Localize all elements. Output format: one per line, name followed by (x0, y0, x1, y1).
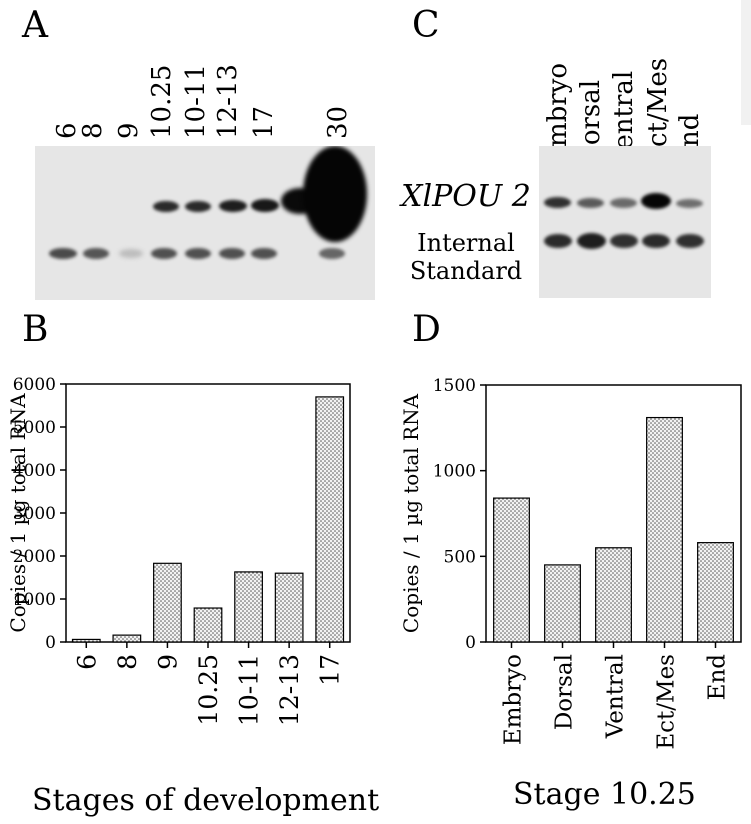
chart-d: 0 500 1000 1500 Embryo Dorsal Ventral Ect/Mes En… (399, 376, 742, 750)
gel-c-band (641, 193, 671, 209)
chart-d-x-tick-label: End (705, 654, 731, 701)
chart-b-bar (71, 638, 101, 643)
gel-c-band (544, 234, 572, 248)
chart-b-bar (274, 572, 304, 643)
chart-d-bar (595, 547, 632, 643)
chart-b-x-tick-label: 10.25 (194, 654, 223, 726)
gel-a-band (185, 201, 211, 212)
chart-b-y-tick-label: 6000 (13, 375, 56, 395)
chart-b-x-axis-title: Stages of development (32, 783, 380, 818)
chart-b-y-tick-label: 3000 (13, 504, 56, 524)
chart-b-y-tick-label: 2000 (13, 547, 56, 567)
gel-c-band (610, 198, 637, 208)
panel-letter-d: D (412, 309, 441, 350)
chart-d-x-tick-label: Dorsal (552, 654, 578, 730)
gel-a-saturated-band (303, 146, 367, 242)
chart-b-x-tick-label: 10-11 (235, 654, 264, 726)
gel-a-band (151, 248, 177, 259)
chart-d-x-axis-title: Stage 10.25 (513, 777, 696, 812)
chart-b-x-tick-label: 8 (113, 654, 142, 670)
gel-a-band (185, 248, 211, 259)
chart-b-y-tick-label: 5000 (13, 418, 56, 438)
panel-letter-a: A (22, 5, 48, 46)
chart-d-bar (493, 497, 530, 643)
chart-d-y-axis-title: Copies / 1 µg total RNA (399, 393, 423, 633)
gel-c-band (577, 233, 606, 249)
gel-c-band (544, 197, 571, 208)
chart-b-y-axis-title: Copies / 1 µg total RNA (6, 393, 30, 633)
chart-d-bar (544, 564, 581, 643)
gel-a-band (219, 200, 247, 212)
chart-b-bar (315, 396, 345, 643)
chart-d-bar (697, 542, 734, 643)
chart-b-x-tick-label: 9 (153, 654, 182, 670)
chart-b-bar (153, 562, 182, 643)
chart-d-y-tick-label: 1500 (433, 376, 476, 396)
chart-d-y-tick-label: 1000 (433, 462, 476, 482)
gel-a-band (119, 249, 143, 258)
chart-b-x-tick-label: 6 (72, 654, 101, 670)
gel-a-band (219, 248, 245, 259)
gel-a-band (83, 248, 109, 259)
gel-a-band (153, 201, 179, 212)
chart-b-plot-frame (65, 383, 351, 643)
chart-b-y-tick-label: 0 (45, 633, 56, 653)
gel-c-band (642, 234, 670, 248)
chart-b-bar (112, 634, 142, 643)
gel-a-band (251, 199, 279, 212)
chart-b-y-tick-label: 1000 (13, 590, 56, 610)
chart-d-x-tick-label: Embryo (501, 654, 527, 745)
chart-d-y-tick-label: 0 (465, 633, 476, 653)
gel-c-band (676, 199, 703, 208)
chart-b-y-tick-label: 4000 (13, 461, 56, 481)
chart-b: 0 1000 2000 3000 4000 5000 6000 6 8 9 10.25 10-11 12… (6, 375, 351, 726)
gel-c-band-label: XlPOU 2 (401, 179, 531, 214)
gel-c-standard-label-line1: Internal (417, 229, 515, 257)
scan-edge (741, 0, 751, 125)
gel-a-band (251, 248, 277, 259)
gel-c-band (577, 198, 604, 208)
chart-b-x-tick-label: 17 (316, 654, 345, 686)
chart-d-x-tick-label: Ventral (603, 654, 629, 739)
panel-letter-c: C (412, 5, 440, 46)
gel-c-band (676, 234, 704, 248)
panel-letter-b: B (22, 309, 49, 350)
gel-a-image (35, 146, 375, 300)
chart-b-x-tick-label: 12-13 (275, 654, 304, 726)
chart-d-y-tick-label: 500 (444, 547, 476, 567)
chart-b-bar (193, 607, 223, 643)
gel-c-band (610, 234, 638, 248)
gel-a-band (319, 248, 345, 259)
gel-c-standard-label-line2: Standard (409, 257, 523, 285)
chart-d-bar (646, 416, 683, 643)
chart-b-bar (234, 571, 263, 643)
gel-a-band (49, 248, 77, 259)
gel-c-image (539, 146, 711, 298)
chart-d-x-tick-label: Ect/Mes (654, 654, 680, 750)
